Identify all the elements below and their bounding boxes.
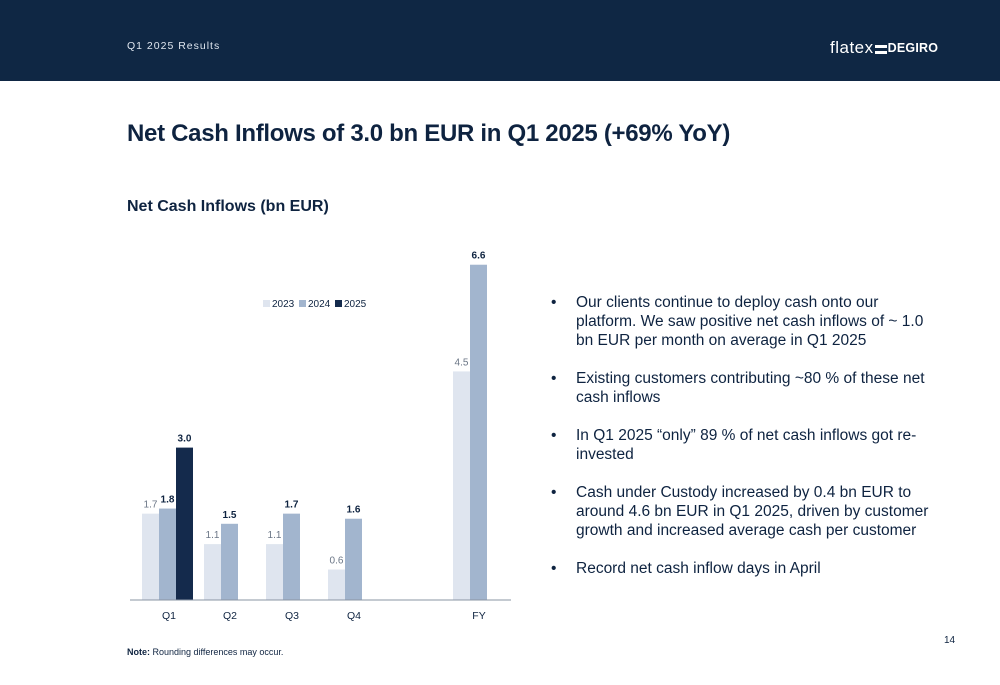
- bar-q3-2024: [283, 513, 300, 600]
- data-label-fy-2024: 6.6: [472, 251, 486, 262]
- bullet-item: Our clients continue to deploy cash onto…: [551, 293, 941, 350]
- data-label-q4-2024: 1.6: [347, 505, 361, 516]
- bullet-item: Cash under Custody increased by 0.4 bn E…: [551, 483, 941, 540]
- x-tick-label: Q2: [223, 610, 237, 622]
- logo-text-flatex: flatex: [830, 38, 874, 57]
- legend-swatch-2023: [263, 300, 270, 307]
- legend-label-2023: 2023: [272, 299, 295, 310]
- data-label-q1-2024: 1.8: [161, 495, 175, 506]
- data-label-q2-2023: 1.1: [206, 530, 220, 541]
- slide-title: Net Cash Inflows of 3.0 bn EUR in Q1 202…: [127, 120, 731, 147]
- bar-fy-2024: [470, 264, 487, 600]
- bar-q2-2023: [204, 544, 221, 600]
- data-label-q3-2023: 1.1: [268, 530, 282, 541]
- bar-fy-2023: [453, 371, 470, 600]
- bar-q4-2024: [345, 518, 362, 600]
- footnote-text: Rounding differences may occur.: [152, 647, 284, 657]
- bar-q1-2024: [159, 508, 176, 600]
- chart-title: Net Cash Inflows (bn EUR): [127, 198, 329, 215]
- data-label-q2-2024: 1.5: [223, 510, 237, 521]
- x-tick-label: FY: [472, 610, 485, 622]
- data-label-q1-2023: 1.7: [144, 500, 158, 511]
- bar-q1-2025: [176, 447, 193, 600]
- header-bar: Q1 2025 Results flatex DEGIRO: [0, 0, 1000, 81]
- x-tick-label: Q4: [347, 610, 361, 622]
- legend-label-2024: 2024: [308, 299, 331, 310]
- data-label-q3-2024: 1.7: [285, 500, 299, 511]
- bullet-item: Record net cash inflow days in April: [551, 559, 941, 578]
- page-number: 14: [944, 635, 956, 646]
- data-label-q1-2025: 3.0: [178, 434, 192, 445]
- bar-q4-2023: [328, 569, 345, 600]
- x-tick-label: Q3: [285, 610, 299, 622]
- legend-swatch-2024: [299, 300, 306, 307]
- data-label-fy-2023: 4.5: [455, 357, 469, 368]
- x-tick-label: Q1: [162, 610, 176, 622]
- bullet-list: Our clients continue to deploy cash onto…: [551, 293, 941, 597]
- bullet-item: Existing customers contributing ~80 % of…: [551, 369, 941, 407]
- footnote-label: Note:: [127, 647, 150, 657]
- legend-swatch-2025: [335, 300, 342, 307]
- logo-equals-mark: [874, 44, 887, 54]
- presentation-label: Q1 2025 Results: [127, 40, 221, 52]
- bar-q2-2024: [221, 523, 238, 600]
- bar-q3-2023: [266, 544, 283, 600]
- flatexdegiro-logo: flatex DEGIRO: [830, 38, 938, 58]
- logo-text-degiro: DEGIRO: [887, 41, 939, 55]
- data-label-q4-2023: 0.6: [330, 556, 344, 567]
- bar-q1-2023: [142, 513, 159, 600]
- bullet-item: In Q1 2025 “only” 89 % of net cash inflo…: [551, 426, 941, 464]
- legend-label-2025: 2025: [344, 299, 367, 310]
- footnote: Note: Rounding differences may occur.: [127, 647, 283, 657]
